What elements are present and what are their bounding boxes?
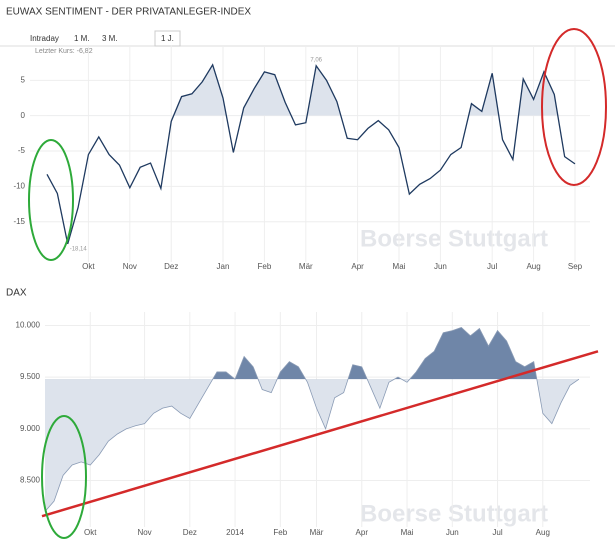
- x-tick-label: Apr: [351, 262, 364, 271]
- x-tick-label: Jul: [492, 528, 502, 537]
- y-tick-label: -10: [13, 181, 25, 190]
- x-tick-label: Mai: [393, 262, 406, 271]
- trend-line: [41, 350, 599, 518]
- x-tick-label: Okt: [82, 262, 95, 271]
- y-tick-label: -15: [13, 217, 25, 226]
- x-tick-label: Apr: [356, 528, 369, 537]
- highlight-ellipse: [41, 415, 87, 539]
- y-tick-label: 9.000: [20, 424, 41, 433]
- watermark: Boerse Stuttgart: [360, 225, 548, 252]
- last-price: Letzter Kurs: -6,82: [35, 48, 93, 55]
- tab-active[interactable]: [154, 30, 181, 47]
- plots: Boerse Stuttgart 5 0 -5 -10 -15 Okt Nov Dez Jan Fe…: [13, 45, 599, 537]
- tab[interactable]: 1 J.: [161, 34, 174, 43]
- x-tick-label: Mär: [299, 262, 313, 271]
- x-tick-label: Dez: [164, 262, 178, 271]
- highlight-ellipse: [28, 139, 74, 261]
- x-tick-label: Aug: [536, 528, 550, 537]
- point-label: 7,06: [310, 57, 322, 63]
- x-tick-label: Jun: [434, 262, 447, 271]
- area-above: [45, 327, 579, 380]
- x-tick-label: Jun: [446, 528, 459, 537]
- x-tick-label: Sep: [568, 262, 583, 271]
- line: [46, 63, 576, 245]
- y-tick-label: -5: [18, 146, 26, 155]
- chart-title: DAX: [6, 288, 27, 299]
- x-tick-label: 2014: [226, 528, 244, 537]
- x-tick-label: Mär: [310, 528, 324, 537]
- y-tick-label: 9.500: [20, 372, 41, 381]
- x-tick-label: Jan: [217, 262, 230, 271]
- tab[interactable]: Intraday: [30, 34, 59, 43]
- x-tick-label: Nov: [137, 528, 151, 537]
- highlight-ellipse: [541, 28, 607, 186]
- area-below: [45, 379, 579, 512]
- x-tick-label: Dez: [183, 528, 197, 537]
- x-tick-label: Feb: [258, 262, 272, 271]
- x-tick-label: Jul: [487, 262, 497, 271]
- x-tick-label: Nov: [123, 262, 137, 271]
- y-tick-label: 0: [21, 111, 26, 120]
- x-tick-label: Aug: [526, 262, 540, 271]
- y-tick-label: 10.000: [16, 321, 41, 330]
- watermark: Boerse Stuttgart: [360, 500, 548, 527]
- x-tick-label: Okt: [84, 528, 97, 537]
- point-label: -18,14: [70, 246, 88, 252]
- x-tick-label: Mai: [401, 528, 414, 537]
- tab[interactable]: 3 M.: [102, 34, 118, 43]
- y-tick-label: 8.500: [20, 476, 41, 485]
- y-tick-label: 5: [21, 75, 26, 84]
- tab[interactable]: 1 M.: [74, 34, 90, 43]
- x-tick-label: Feb: [273, 528, 287, 537]
- chart-title: EUWAX SENTIMENT - DER PRIVATANLEGER-INDE…: [6, 7, 251, 18]
- line: [44, 327, 580, 512]
